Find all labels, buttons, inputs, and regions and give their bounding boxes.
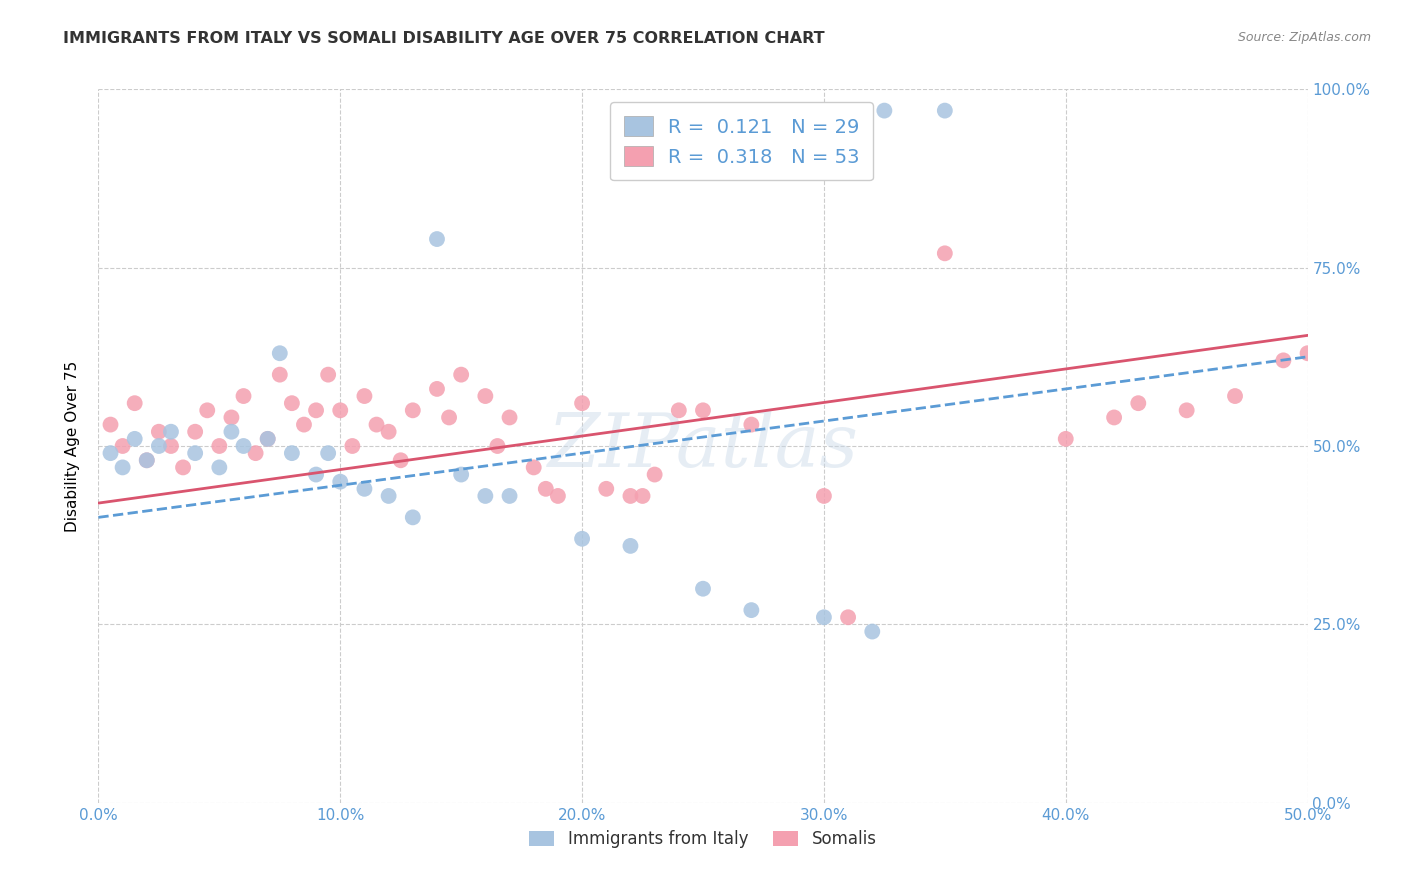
Point xyxy=(595,482,617,496)
Point xyxy=(329,403,352,417)
Point xyxy=(873,103,896,118)
Point xyxy=(160,425,183,439)
Point xyxy=(135,453,157,467)
Point xyxy=(256,432,278,446)
Point xyxy=(245,446,267,460)
Point xyxy=(437,410,460,425)
Point xyxy=(486,439,509,453)
Point xyxy=(740,603,762,617)
Point xyxy=(740,417,762,432)
Point xyxy=(353,482,375,496)
Text: ZIPatlas: ZIPatlas xyxy=(547,409,859,483)
Point xyxy=(450,368,472,382)
Point xyxy=(813,610,835,624)
Point xyxy=(195,403,218,417)
Point xyxy=(837,610,859,624)
Text: IMMIGRANTS FROM ITALY VS SOMALI DISABILITY AGE OVER 75 CORRELATION CHART: IMMIGRANTS FROM ITALY VS SOMALI DISABILI… xyxy=(63,31,825,46)
Point xyxy=(111,460,134,475)
Point xyxy=(135,453,157,467)
Point xyxy=(100,417,122,432)
Point xyxy=(1054,432,1077,446)
Point xyxy=(281,446,304,460)
Point xyxy=(571,396,593,410)
Point xyxy=(692,403,714,417)
Point xyxy=(316,446,339,460)
Point xyxy=(221,425,243,439)
Point xyxy=(100,446,122,460)
Point xyxy=(474,389,496,403)
Point xyxy=(221,410,243,425)
Point xyxy=(498,410,520,425)
Point xyxy=(934,246,956,260)
Point xyxy=(644,467,666,482)
Point xyxy=(281,396,304,410)
Point xyxy=(668,403,690,417)
Point xyxy=(534,482,557,496)
Point xyxy=(1102,410,1125,425)
Point xyxy=(305,467,328,482)
Point xyxy=(342,439,364,453)
Point xyxy=(124,396,146,410)
Point xyxy=(1223,389,1246,403)
Point xyxy=(1175,403,1198,417)
Y-axis label: Disability Age Over 75: Disability Age Over 75 xyxy=(65,360,80,532)
Point xyxy=(329,475,352,489)
Point xyxy=(377,489,399,503)
Point xyxy=(1296,346,1319,360)
Point xyxy=(316,368,339,382)
Point xyxy=(813,489,835,503)
Point xyxy=(934,103,956,118)
Point xyxy=(631,489,654,503)
Point xyxy=(450,467,472,482)
Point xyxy=(269,346,291,360)
Point xyxy=(619,539,641,553)
Point xyxy=(232,439,254,453)
Point xyxy=(366,417,388,432)
Point xyxy=(208,439,231,453)
Point xyxy=(160,439,183,453)
Point xyxy=(523,460,546,475)
Point xyxy=(256,432,278,446)
Point xyxy=(208,460,231,475)
Legend: Immigrants from Italy, Somalis: Immigrants from Italy, Somalis xyxy=(523,824,883,855)
Point xyxy=(619,489,641,503)
Point xyxy=(692,582,714,596)
Point xyxy=(148,439,170,453)
Text: Source: ZipAtlas.com: Source: ZipAtlas.com xyxy=(1237,31,1371,45)
Point xyxy=(474,489,496,503)
Point xyxy=(860,624,883,639)
Point xyxy=(353,389,375,403)
Point xyxy=(1272,353,1295,368)
Point xyxy=(547,489,569,503)
Point xyxy=(232,389,254,403)
Point xyxy=(498,489,520,503)
Point xyxy=(172,460,194,475)
Point xyxy=(402,403,425,417)
Point xyxy=(426,382,449,396)
Point xyxy=(1128,396,1150,410)
Point xyxy=(402,510,425,524)
Point xyxy=(184,425,207,439)
Point xyxy=(389,453,412,467)
Point xyxy=(111,439,134,453)
Point xyxy=(571,532,593,546)
Point xyxy=(377,425,399,439)
Point xyxy=(184,446,207,460)
Point xyxy=(305,403,328,417)
Point xyxy=(426,232,449,246)
Point xyxy=(292,417,315,432)
Point xyxy=(148,425,170,439)
Point xyxy=(124,432,146,446)
Point xyxy=(269,368,291,382)
